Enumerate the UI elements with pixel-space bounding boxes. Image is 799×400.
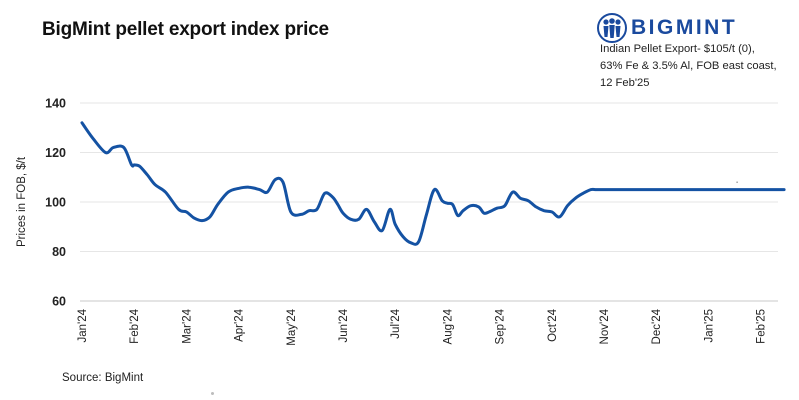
- x-tick-label: Dec'24: [651, 308, 663, 344]
- y-tick-label: 80: [52, 245, 66, 259]
- logo-text: BIGMINT: [631, 16, 738, 39]
- y-axis-label: Prices in FOB, $/t: [16, 156, 28, 247]
- x-tick-label: Sep'24: [495, 308, 507, 344]
- x-tick-label: Feb'24: [129, 308, 141, 343]
- chart-title: BigMint pellet export index price: [42, 19, 329, 40]
- note-line-1: Indian Pellet Export- $105/t (0),: [600, 43, 755, 55]
- x-tick-label: Mar'24: [181, 308, 193, 343]
- y-tick-label: 60: [52, 295, 66, 309]
- note-line-2: 63% Fe & 3.5% Al, FOB east coast,: [600, 60, 777, 72]
- y-tick-label: 120: [45, 146, 66, 160]
- bigmint-logo-icon: [597, 13, 627, 43]
- x-tick-label: Oct'24: [547, 308, 559, 341]
- note-line-3: 12 Feb'25: [600, 77, 650, 89]
- x-tick-label: Aug'24: [442, 308, 454, 344]
- x-tick-label: Jan'24: [77, 308, 89, 342]
- x-tick-label: Feb'25: [756, 309, 768, 344]
- y-tick-label: 100: [45, 196, 66, 210]
- x-tick-label: Jul'24: [390, 308, 402, 338]
- y-tick-label: 140: [45, 97, 66, 111]
- x-tick-label: May'24: [286, 308, 298, 345]
- x-tick-label: Jan'25: [703, 309, 715, 343]
- series-line-pellet-export: [80, 121, 786, 246]
- x-tick-label: Apr'24: [234, 308, 246, 341]
- price-note: Indian Pellet Export- $105/t (0), 63% Fe…: [600, 41, 795, 92]
- faint-marker: [736, 181, 738, 183]
- decorative-dot: [211, 392, 214, 395]
- bigmint-logo: BIGMINT: [597, 13, 737, 43]
- x-tick-label: Jun'24: [338, 308, 350, 342]
- source-note: Source: BigMint: [62, 372, 144, 384]
- x-tick-label: Nov'24: [599, 308, 611, 344]
